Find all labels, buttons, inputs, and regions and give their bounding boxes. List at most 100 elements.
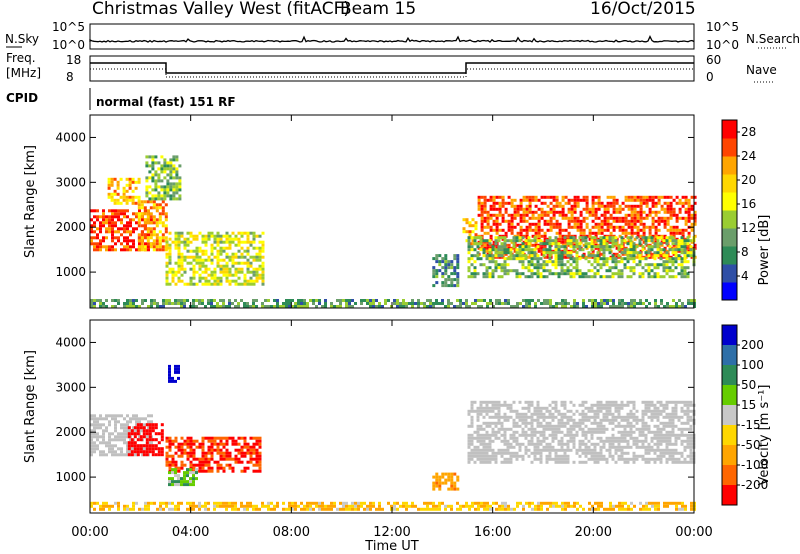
power-cell-r7 bbox=[687, 207, 691, 211]
velocity-cell-r2 bbox=[237, 442, 241, 446]
power-cell-r3 bbox=[228, 258, 232, 262]
beam-label: Beam 15 bbox=[340, 0, 416, 19]
power-cell-r9 bbox=[303, 302, 306, 305]
velocity-cell-r5 bbox=[656, 445, 660, 449]
power-cell-r7 bbox=[609, 204, 613, 208]
power-cell-r0 bbox=[111, 239, 114, 243]
power-cell-r7 bbox=[531, 210, 535, 214]
power-cell-r7 bbox=[510, 219, 514, 223]
velocity-cell-r5 bbox=[488, 454, 492, 458]
power-ytick-label: 3000 bbox=[55, 175, 86, 189]
power-cell-r1 bbox=[110, 180, 114, 184]
power-cell-r4 bbox=[148, 170, 152, 174]
velocity-cell-r5 bbox=[470, 439, 474, 443]
velocity-cell-r7 bbox=[300, 501, 303, 505]
velocity-cell-r5 bbox=[473, 451, 477, 455]
power-cell-r3 bbox=[207, 273, 211, 277]
velocity-cell-r2 bbox=[228, 451, 232, 455]
velocity-cell-r5 bbox=[506, 448, 510, 452]
velocity-cell-r5 bbox=[560, 460, 564, 464]
velocity-cell-r7 bbox=[552, 501, 555, 505]
velocity-cell-r0 bbox=[96, 432, 99, 436]
power-cell-r3 bbox=[246, 264, 250, 268]
power-cell-r9 bbox=[435, 299, 438, 302]
power-cell-r7 bbox=[594, 240, 598, 244]
power-cell-r8 bbox=[476, 236, 480, 240]
velocity-cell-r5 bbox=[596, 427, 600, 431]
power-cell-r3 bbox=[201, 252, 205, 256]
velocity-cell-r5 bbox=[614, 400, 618, 404]
velocity-cell-r2 bbox=[171, 439, 175, 443]
velocity-cell-r5 bbox=[635, 421, 639, 425]
velocity-cell-r5 bbox=[548, 427, 552, 431]
velocity-cell-r5 bbox=[551, 436, 555, 440]
power-cell-r7 bbox=[594, 201, 598, 205]
velocity-cell-r0 bbox=[126, 453, 129, 457]
power-cell-r7 bbox=[573, 207, 577, 211]
power-cell-r9 bbox=[345, 299, 348, 302]
power-cell-r7 bbox=[546, 195, 550, 199]
velocity-cell-r7 bbox=[204, 504, 207, 508]
power-cell-r9 bbox=[417, 302, 420, 305]
power-cell-r7 bbox=[477, 195, 481, 199]
power-cell-r7 bbox=[528, 198, 532, 202]
velocity-cell-r5 bbox=[560, 415, 564, 419]
velocity-cell-r3 bbox=[168, 483, 171, 487]
power-cell-r3 bbox=[168, 252, 172, 256]
velocity-cell-r5 bbox=[644, 460, 648, 464]
power-cell-r7 bbox=[534, 243, 538, 247]
power-cell-r7 bbox=[633, 231, 637, 235]
velocity-cell-r5 bbox=[515, 415, 519, 419]
power-cell-r4 bbox=[160, 188, 164, 192]
power-cell-r4 bbox=[163, 197, 167, 201]
velocity-cell-r5 bbox=[659, 412, 663, 416]
velocity-cell-r5 bbox=[581, 421, 585, 425]
power-cell-r2 bbox=[164, 236, 168, 240]
velocity-cell-r7 bbox=[420, 507, 423, 511]
power-cell-r8 bbox=[608, 275, 612, 279]
velocity-cell-r0 bbox=[114, 435, 117, 439]
power-cell-r3 bbox=[261, 246, 265, 250]
velocity-cell-r5 bbox=[611, 427, 615, 431]
velocity-cell-r5 bbox=[521, 406, 525, 410]
power-cell-r8 bbox=[485, 239, 489, 243]
power-cell-r9 bbox=[465, 302, 468, 305]
velocity-cell-r5 bbox=[494, 403, 498, 407]
velocity-cell-r2 bbox=[204, 457, 208, 461]
velocity-cell-r2 bbox=[258, 451, 262, 455]
velocity-cell-r3 bbox=[189, 471, 192, 475]
velocity-cell-r7 bbox=[528, 504, 531, 508]
velocity-cell-r7 bbox=[366, 507, 369, 511]
velocity-cell-r5 bbox=[527, 454, 531, 458]
velocity-cell-r5 bbox=[653, 409, 657, 413]
power-cell-r4 bbox=[169, 167, 173, 171]
velocity-cell-r2 bbox=[237, 448, 241, 452]
power-cell-r9 bbox=[375, 305, 378, 308]
velocity-cell-r5 bbox=[620, 430, 624, 434]
velocity-cell-r5 bbox=[512, 418, 516, 422]
power-cell-r8 bbox=[632, 245, 636, 249]
power-cell-r8 bbox=[515, 239, 519, 243]
velocity-cell-r5 bbox=[650, 418, 654, 422]
velocity-cell-r5 bbox=[665, 406, 669, 410]
velocity-cell-r1 bbox=[160, 435, 164, 439]
power-cell-r0 bbox=[96, 233, 99, 237]
power-cell-r8 bbox=[608, 239, 612, 243]
power-cell-r9 bbox=[324, 305, 327, 308]
velocity-cell-r5 bbox=[587, 445, 591, 449]
velocity-cell-r6 bbox=[444, 472, 448, 476]
velocity-cell-r1 bbox=[139, 444, 143, 448]
power-cell-r7 bbox=[567, 234, 571, 238]
velocity-cell-r1 bbox=[151, 444, 155, 448]
power-cell-r9 bbox=[309, 299, 312, 302]
velocity-cell-r0 bbox=[93, 414, 96, 418]
power-cell-r2 bbox=[152, 233, 156, 237]
power-cell-r0 bbox=[129, 221, 132, 225]
power-cell-r7 bbox=[483, 195, 487, 199]
velocity-cell-r7 bbox=[291, 501, 294, 505]
power-cell-r9 bbox=[519, 302, 522, 305]
power-cell-r4 bbox=[178, 179, 182, 183]
power-cell-r7 bbox=[480, 201, 484, 205]
velocity-cell-r0 bbox=[93, 426, 96, 430]
velocity-cell-r7 bbox=[315, 504, 318, 508]
